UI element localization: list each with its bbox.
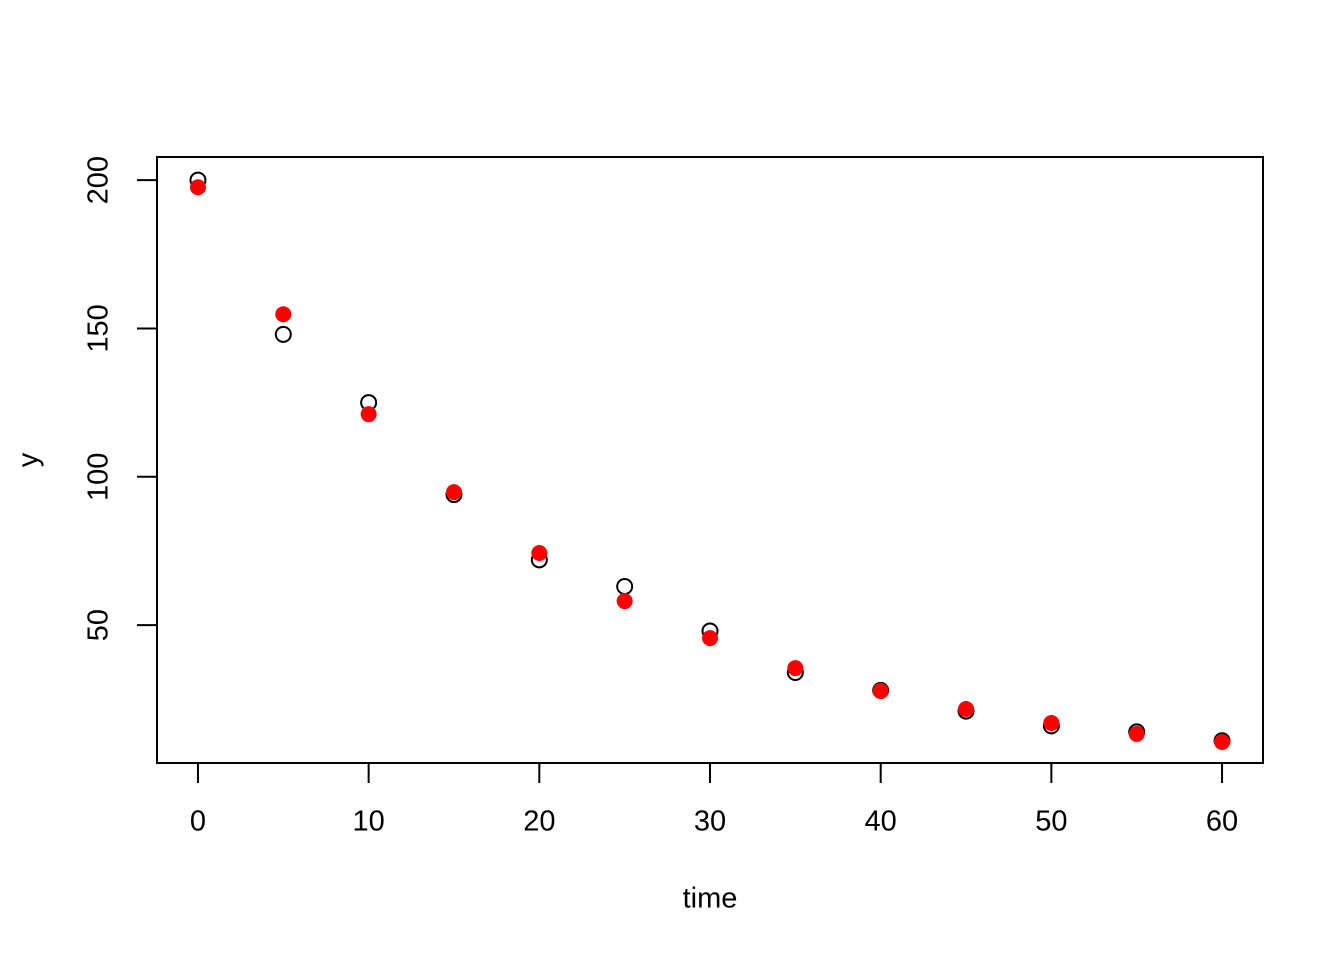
x-tick-label: 20 bbox=[523, 806, 555, 838]
y-tick-label: 150 bbox=[83, 304, 115, 352]
point bbox=[1128, 725, 1145, 742]
plot-box bbox=[156, 156, 1264, 764]
point bbox=[616, 578, 634, 596]
point bbox=[360, 406, 377, 423]
point bbox=[958, 701, 975, 718]
x-tick-label: 50 bbox=[1035, 806, 1067, 838]
point bbox=[1043, 714, 1060, 731]
point bbox=[787, 660, 804, 677]
point bbox=[1214, 733, 1231, 750]
point bbox=[702, 630, 718, 647]
point bbox=[872, 682, 889, 699]
x-axis-label: time bbox=[683, 883, 738, 915]
y-tick-label: 100 bbox=[83, 453, 115, 501]
point bbox=[531, 544, 548, 561]
point bbox=[189, 179, 206, 196]
point bbox=[616, 593, 633, 610]
point bbox=[274, 325, 292, 343]
point bbox=[445, 484, 462, 501]
x-tick-label: 10 bbox=[353, 806, 385, 838]
x-tick-label: 0 bbox=[190, 806, 206, 838]
y-axis-label: y bbox=[13, 452, 45, 467]
y-tick-label: 200 bbox=[83, 156, 115, 204]
point bbox=[275, 306, 292, 323]
x-tick-label: 60 bbox=[1206, 806, 1238, 838]
x-tick-label: 40 bbox=[865, 806, 897, 838]
y-tick-label: 50 bbox=[83, 609, 115, 641]
x-tick-label: 30 bbox=[694, 806, 726, 838]
